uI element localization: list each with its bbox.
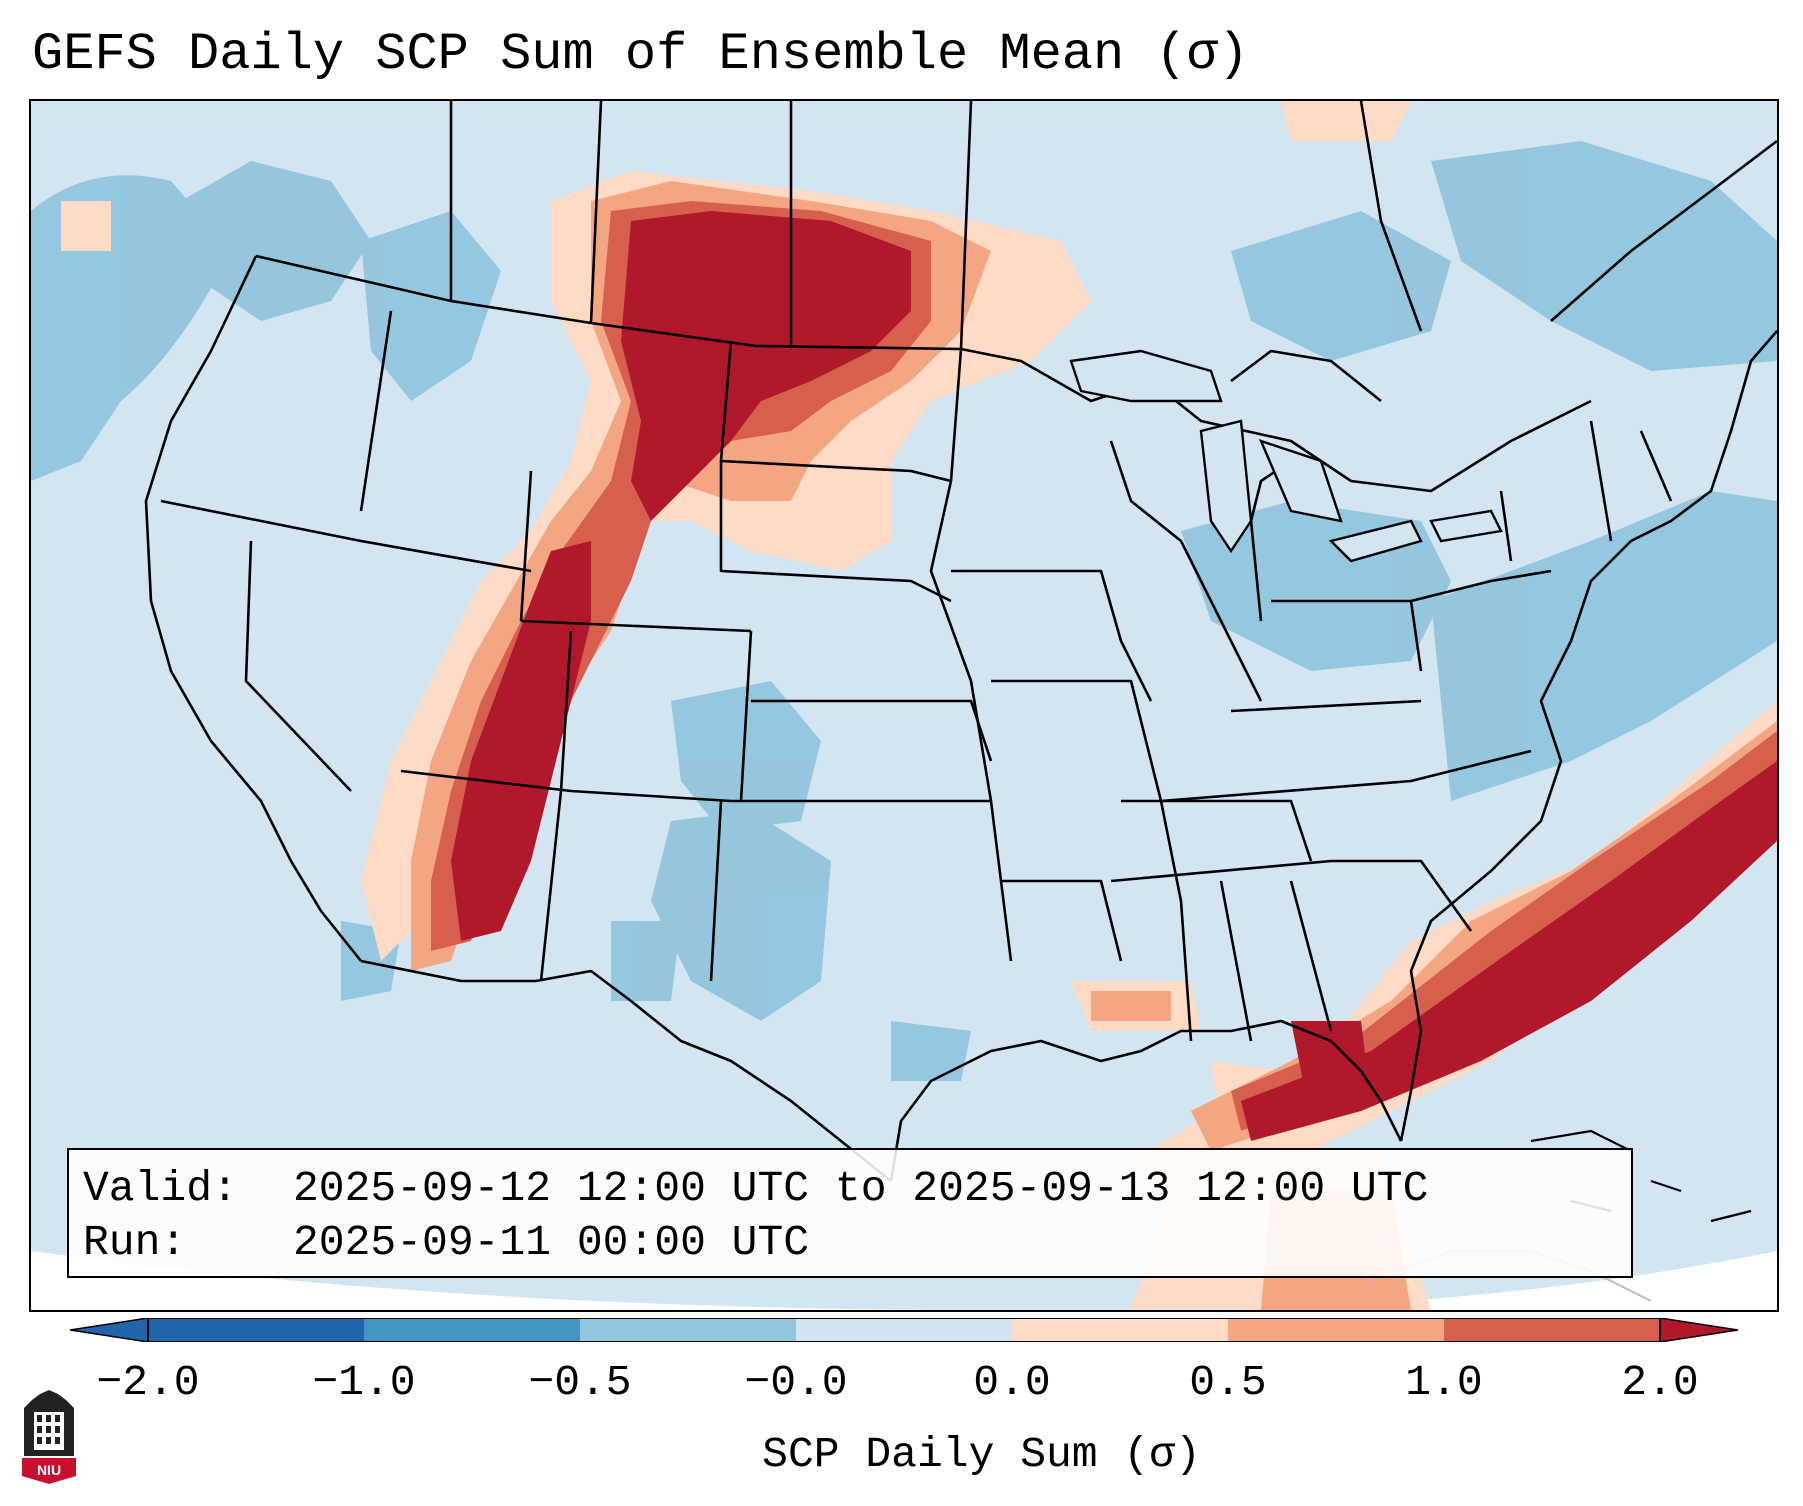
colorbar-segment-0 xyxy=(148,1318,364,1342)
colorbar-extend-high xyxy=(1659,1318,1738,1342)
map-panel xyxy=(29,99,1779,1312)
run-label: Run: xyxy=(83,1218,187,1267)
colorbar-tick: 2.0 xyxy=(1621,1358,1699,1407)
field-level-1 xyxy=(431,201,1777,1131)
colorbar-segment-6 xyxy=(1444,1318,1660,1342)
colorbar-tick: −1.0 xyxy=(312,1358,416,1407)
west-coast xyxy=(144,255,363,962)
east-coast xyxy=(1399,330,1777,1142)
valid-label: Valid: xyxy=(83,1164,238,1213)
colorbar-tick: 1.0 xyxy=(1405,1358,1483,1407)
map-title: GEFS Daily SCP Sum of Ensemble Mean (σ) xyxy=(32,25,1249,84)
colorbar-label: SCP Daily Sum (σ) xyxy=(762,1430,1201,1479)
mexico-border xyxy=(360,959,892,1183)
colorbar-segment-3 xyxy=(796,1318,1012,1342)
colorbar-extend-low xyxy=(70,1318,149,1342)
valid-value: 2025-09-12 12:00 UTC to 2025-09-13 12:00… xyxy=(293,1164,1429,1213)
niu-logo-text: NIU xyxy=(37,1462,61,1478)
colorbar-tick: −0.0 xyxy=(744,1358,848,1407)
colorbar-outline xyxy=(147,1318,1661,1342)
colorbar-segment-2 xyxy=(580,1318,796,1342)
run-line: Run: 2025-09-11 00:00 UTC xyxy=(83,1216,1631,1270)
field-level-2 xyxy=(451,211,1777,1141)
colorbar-tick: 0.0 xyxy=(973,1358,1051,1407)
niu-logo-icon: NIU xyxy=(22,1390,76,1484)
colorbar-tick: −0.5 xyxy=(528,1358,632,1407)
great-lakes xyxy=(1069,349,1503,563)
colorbar-segment-4 xyxy=(1012,1318,1228,1342)
colorbar-segment-5 xyxy=(1228,1318,1444,1342)
valid-line: Valid: 2025-09-12 12:00 UTC to 2025-09-13… xyxy=(83,1162,1631,1216)
map-edge-left xyxy=(31,1251,931,1310)
gulf-coast xyxy=(889,1019,1403,1182)
validity-info-box: Valid: 2025-09-12 12:00 UTC to 2025-09-13… xyxy=(67,1148,1633,1278)
colorbar xyxy=(70,1318,1738,1342)
field-level-neg1 xyxy=(31,141,1777,1081)
scp-map xyxy=(31,101,1777,1310)
colorbar-tick: −2.0 xyxy=(96,1358,200,1407)
colorbar-tick: 0.5 xyxy=(1189,1358,1267,1407)
colorbar-segment-1 xyxy=(364,1318,580,1342)
run-value: 2025-09-11 00:00 UTC xyxy=(293,1218,810,1267)
